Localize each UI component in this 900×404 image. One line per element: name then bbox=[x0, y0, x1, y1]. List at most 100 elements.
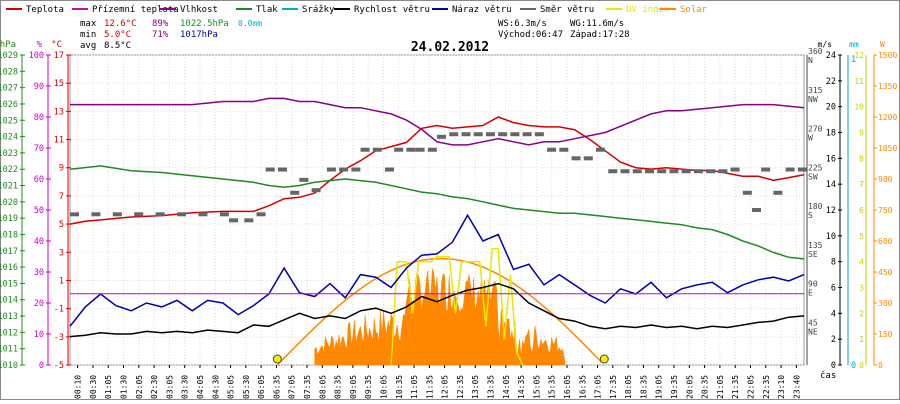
wind-direction-dash bbox=[134, 212, 144, 217]
x-tick-label: 20:05 bbox=[685, 375, 694, 399]
ms-tick: 2 bbox=[831, 335, 836, 345]
degc-tick: 15 bbox=[54, 79, 64, 89]
w-tick: 1500 bbox=[878, 51, 897, 60]
stat-max-hum: 89% bbox=[152, 19, 169, 29]
left-axes: hPa1010101110121013101410151016101710181… bbox=[0, 40, 71, 371]
wind-direction-dash bbox=[198, 212, 208, 217]
solar-measured-area bbox=[314, 268, 566, 366]
stat-min-label: min bbox=[80, 30, 96, 40]
pct-tick: 20 bbox=[34, 299, 44, 309]
wind-direction-dash bbox=[669, 169, 679, 174]
pct-tick: 70 bbox=[34, 144, 44, 154]
hpa-tick: 1024 bbox=[0, 133, 18, 143]
wind-direction-dash bbox=[91, 212, 101, 217]
x-tick-label: 03:30 bbox=[181, 375, 190, 399]
degc-tick: -3 bbox=[54, 333, 64, 343]
legend-label: Náraz větru bbox=[452, 5, 512, 15]
degc-tick: -5 bbox=[54, 361, 64, 371]
series-tlak bbox=[69, 165, 805, 260]
pct-tick: 100 bbox=[29, 51, 44, 61]
degc-tick: 7 bbox=[59, 192, 64, 202]
stat-min-hum: 71% bbox=[152, 30, 169, 40]
wind-direction-dash bbox=[437, 134, 446, 139]
mm-tick: 0 bbox=[851, 361, 856, 371]
wind-direction-dash bbox=[112, 212, 122, 217]
stat-wg: WG:11.6m/s bbox=[570, 19, 624, 29]
stat-min-temp: 5.0°C bbox=[104, 30, 131, 40]
stat-max-label: max bbox=[80, 19, 97, 29]
pct-tick: 50 bbox=[34, 206, 44, 216]
wind-direction-dash bbox=[265, 167, 275, 172]
x-tick-label: 15:05 bbox=[532, 375, 541, 399]
uv-tick: 0 bbox=[859, 361, 864, 370]
hpa-tick: 1027 bbox=[0, 84, 18, 94]
ms-tick: 14 bbox=[826, 180, 836, 190]
x-tick-label: 23:40 bbox=[792, 375, 801, 399]
dir-tick-deg: 45 bbox=[808, 318, 818, 327]
hpa-tick: 1014 bbox=[0, 296, 18, 306]
w-tick: 1050 bbox=[878, 144, 897, 153]
uv-tick: 8 bbox=[859, 154, 864, 163]
uv-tick: 9 bbox=[859, 129, 864, 138]
x-tick-label: 04:30 bbox=[211, 375, 220, 399]
x-tick-label: 21:35 bbox=[731, 375, 740, 399]
stat-ws: WS:6.3m/s bbox=[498, 19, 547, 29]
hpa-tick: 1020 bbox=[0, 198, 18, 208]
x-tick-label: 06:35 bbox=[272, 375, 281, 399]
series-rychlost-v-tru bbox=[69, 282, 805, 338]
hpa-tick: 1016 bbox=[0, 263, 18, 273]
wind-direction-dash bbox=[394, 147, 404, 152]
dir-tick-label: S bbox=[808, 211, 813, 220]
x-tick-label: 18:05 bbox=[624, 375, 633, 399]
ms-tick: 16 bbox=[826, 154, 836, 164]
hpa-tick: 1025 bbox=[0, 116, 18, 126]
wind-direction-dash bbox=[360, 147, 370, 152]
ms-tick: 8 bbox=[831, 258, 836, 268]
w-tick: 900 bbox=[878, 175, 893, 184]
x-tick-label: 13:35 bbox=[487, 375, 496, 399]
dir-tick-label: NE bbox=[808, 327, 818, 336]
wind-direction-dash bbox=[718, 169, 728, 174]
solar-series bbox=[272, 248, 609, 366]
x-tick-label: 00:30 bbox=[89, 375, 98, 399]
dir-tick-label: E bbox=[808, 289, 813, 298]
x-tick-label: 17:05 bbox=[594, 375, 603, 399]
right-axes: 45NE90E135SE180S225SW270W315NW360Nm/s024… bbox=[806, 40, 897, 371]
x-tick-label: 10:35 bbox=[395, 375, 404, 399]
legend-label: Tlak bbox=[256, 5, 278, 15]
w-tick: 150 bbox=[878, 330, 893, 339]
hpa-tick: 1028 bbox=[0, 67, 18, 77]
x-tick-label: 07:35 bbox=[303, 375, 312, 399]
sunset-marker bbox=[599, 354, 609, 364]
wind-direction-dash bbox=[797, 167, 807, 172]
x-tick-label: 05:05 bbox=[227, 375, 236, 399]
wind-direction-dash bbox=[608, 169, 618, 174]
wind-direction-dash bbox=[385, 167, 395, 172]
x-axis-title: čas bbox=[820, 370, 836, 381]
x-tick-label: 01:30 bbox=[120, 375, 129, 399]
wind-direction-dash bbox=[277, 167, 287, 172]
wind-direction-dash bbox=[473, 132, 483, 137]
wind-direction-dash bbox=[177, 212, 187, 217]
wind-direction-dash bbox=[427, 147, 437, 152]
uv-tick: 2 bbox=[859, 309, 864, 318]
stat-sunrise: Východ:06:47 bbox=[498, 30, 563, 40]
hpa-tick: 1023 bbox=[0, 149, 18, 159]
wind-direction-dash bbox=[461, 132, 471, 137]
x-tick-label: 05:30 bbox=[242, 375, 251, 399]
w-tick: 600 bbox=[878, 237, 893, 246]
w-tick: 1350 bbox=[878, 82, 897, 91]
dir-tick-deg: 225 bbox=[808, 163, 823, 172]
stat-min-press: 1017hPa bbox=[180, 30, 218, 40]
wind-direction-dash bbox=[752, 208, 762, 212]
dir-tick-deg: 90 bbox=[808, 280, 818, 289]
pct-tick: 40 bbox=[34, 237, 44, 247]
x-tick-label: 16:35 bbox=[578, 375, 587, 399]
dir-tick-deg: 180 bbox=[808, 202, 823, 211]
uv-tick: 11 bbox=[854, 77, 864, 86]
wind-direction-dash bbox=[706, 169, 716, 174]
wind-direction-dash bbox=[290, 190, 300, 195]
ms-tick: 0 bbox=[831, 361, 836, 371]
wind-direction-dash bbox=[415, 147, 425, 152]
